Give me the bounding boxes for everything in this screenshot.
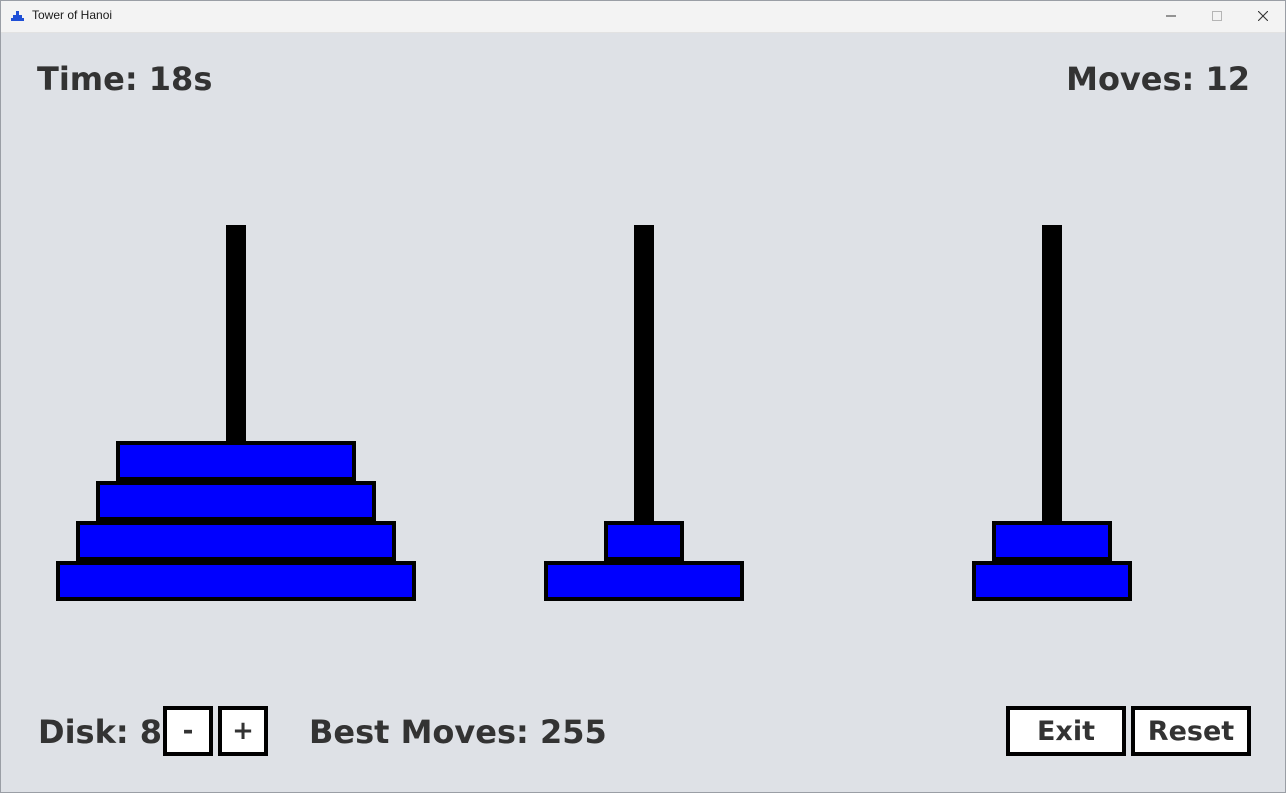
disk-size-2[interactable] [992, 521, 1112, 561]
disk-size-6[interactable] [96, 481, 376, 521]
disk-size-4[interactable] [544, 561, 744, 601]
disk-count-label: Disk: 8 [38, 713, 163, 751]
window-title: Tower of Hanoi [32, 8, 113, 22]
game-area: Time: 18s Moves: 12 Disk: 8 - + Best Mov… [1, 33, 1285, 792]
best-moves-label: Best Moves: 255 [309, 713, 607, 751]
disk-size-5[interactable] [116, 441, 356, 481]
close-icon [1258, 11, 1268, 21]
disk-size-8[interactable] [56, 561, 416, 601]
peg-3[interactable] [1042, 225, 1062, 591]
tower-app-icon [11, 11, 24, 21]
disk-size-1[interactable] [604, 521, 684, 561]
moves-counter: Moves: 12 [1066, 60, 1250, 98]
decrease-disks-button[interactable]: - [163, 706, 213, 756]
disk-size-3[interactable] [972, 561, 1132, 601]
maximize-icon [1212, 11, 1222, 21]
minimize-button[interactable] [1148, 1, 1194, 32]
reset-button[interactable]: Reset [1131, 706, 1251, 756]
minimize-icon [1166, 15, 1176, 17]
game-board [1, 33, 1285, 693]
increase-disks-button[interactable]: + [218, 706, 268, 756]
exit-button[interactable]: Exit [1006, 706, 1126, 756]
close-button[interactable] [1240, 1, 1285, 32]
maximize-button[interactable] [1194, 1, 1240, 32]
title-bar[interactable]: Tower of Hanoi [1, 1, 1285, 33]
peg-2[interactable] [634, 225, 654, 591]
disk-size-7[interactable] [76, 521, 396, 561]
time-display: Time: 18s [37, 60, 213, 98]
